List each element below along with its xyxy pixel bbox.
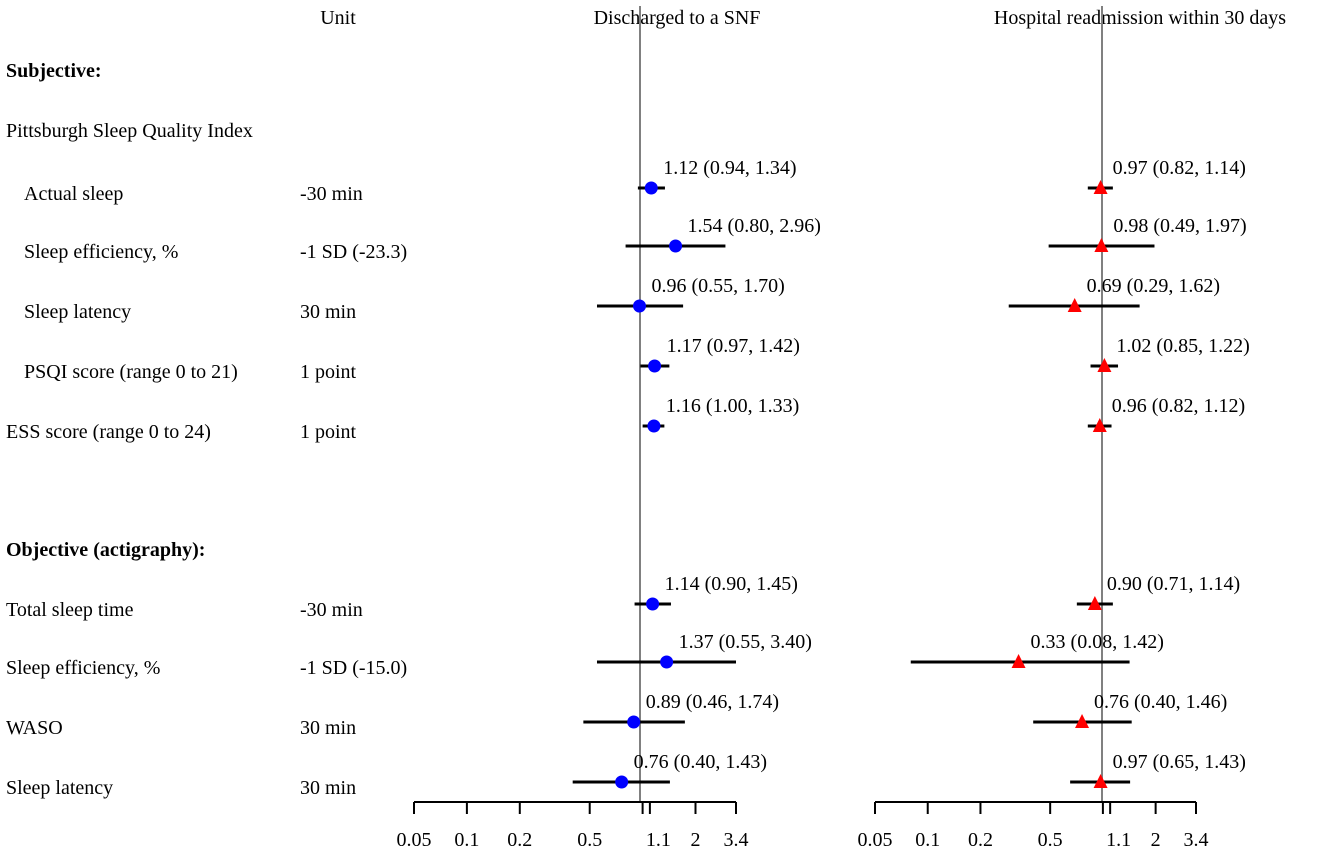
estimate-label-snf: 0.96 (0.55, 1.70) xyxy=(651,275,784,297)
x-tick-label: 0.5 xyxy=(1038,829,1063,851)
row-unit: 30 min xyxy=(300,301,356,323)
row-label: WASO xyxy=(6,717,63,739)
point-estimate-readm xyxy=(1093,774,1108,788)
estimate-label-snf: 1.37 (0.55, 3.40) xyxy=(679,631,812,653)
point-estimate-snf xyxy=(660,655,674,669)
estimate-label-readm: 0.90 (0.71, 1.14) xyxy=(1107,573,1240,595)
section-subjective: Subjective: xyxy=(6,60,102,82)
marks-layer: 1.12 (0.94, 1.34) 0.97 (0.82, 1.14) 1.54 (… xyxy=(572,157,1250,789)
row-label: Sleep efficiency, % xyxy=(6,657,160,679)
point-estimate-snf xyxy=(644,181,658,195)
estimate-label-readm: 1.02 (0.85, 1.22) xyxy=(1116,335,1249,357)
estimate-label-snf: 0.76 (0.40, 1.43) xyxy=(634,751,767,773)
point-estimate-readm xyxy=(1093,180,1108,194)
point-estimate-readm xyxy=(1067,298,1082,312)
row-label: Sleep efficiency, % xyxy=(24,241,178,263)
estimate-label-readm: 0.97 (0.65, 1.43) xyxy=(1113,751,1246,773)
x-tick-label: 1.1 xyxy=(1106,829,1131,851)
row-unit: -30 min xyxy=(300,183,363,205)
estimate-label-snf: 0.89 (0.46, 1.74) xyxy=(646,691,779,713)
x-tick-label: 0.1 xyxy=(454,829,479,851)
row-label: ESS score (range 0 to 24) xyxy=(6,421,211,443)
row-unit: -30 min xyxy=(300,599,363,621)
axes-layer: 0.05 0.1 0.2 0.5 1.1 2 3.4 0.05 0.1 0.2 0.5 1.1 2 3.4 xyxy=(397,6,1209,851)
point-estimate-readm xyxy=(1094,238,1109,252)
row-label: Actual sleep xyxy=(24,183,123,205)
estimate-label-snf: 1.14 (0.90, 1.45) xyxy=(665,573,798,595)
rows-layer: Actual sleep -30 min Sleep efficiency, % -1… xyxy=(6,183,407,799)
group-label-psqi: Pittsburgh Sleep Quality Index xyxy=(6,120,253,142)
row-label: PSQI score (range 0 to 21) xyxy=(24,361,238,383)
point-estimate-snf xyxy=(646,597,660,611)
point-estimate-readm xyxy=(1011,654,1026,668)
estimate-label-readm: 0.69 (0.29, 1.62) xyxy=(1087,275,1220,297)
row-label: Sleep latency xyxy=(24,301,131,323)
x-tick-label: 0.05 xyxy=(397,829,432,851)
point-estimate-readm xyxy=(1097,358,1112,372)
estimate-label-readm: 0.98 (0.49, 1.97) xyxy=(1113,215,1246,237)
x-tick-label: 0.5 xyxy=(577,829,602,851)
x-tick-label: 3.4 xyxy=(724,829,749,851)
row-unit: 1 point xyxy=(300,421,357,443)
row-unit: -1 SD (-23.3) xyxy=(300,241,407,263)
point-estimate-snf xyxy=(669,239,683,253)
panel1-header: Discharged to a SNF xyxy=(594,7,761,29)
row-label: Sleep latency xyxy=(6,777,113,799)
unit-column-header: Unit xyxy=(320,7,356,29)
estimate-label-snf: 1.12 (0.94, 1.34) xyxy=(663,157,796,179)
row-unit: 30 min xyxy=(300,777,356,799)
x-tick-label: 2 xyxy=(1151,829,1161,851)
estimate-label-readm: 0.76 (0.40, 1.46) xyxy=(1094,691,1227,713)
estimate-label-readm: 0.33 (0.08, 1.42) xyxy=(1031,631,1164,653)
point-estimate-snf xyxy=(648,359,662,373)
point-estimate-snf xyxy=(647,419,661,433)
x-tick-label: 0.2 xyxy=(507,829,532,851)
estimate-label-snf: 1.54 (0.80, 2.96) xyxy=(688,215,821,237)
point-estimate-snf xyxy=(615,775,629,789)
estimate-label-readm: 0.96 (0.82, 1.12) xyxy=(1112,395,1245,417)
x-tick-label: 1.1 xyxy=(646,829,671,851)
x-tick-label: 3.4 xyxy=(1184,829,1209,851)
row-label: Total sleep time xyxy=(6,599,134,621)
estimate-label-readm: 0.97 (0.82, 1.14) xyxy=(1113,157,1246,179)
estimate-label-snf: 1.16 (1.00, 1.33) xyxy=(666,395,799,417)
row-unit: -1 SD (-15.0) xyxy=(300,657,407,679)
point-estimate-snf xyxy=(632,299,646,313)
point-estimate-readm xyxy=(1092,418,1107,432)
point-estimate-readm xyxy=(1087,596,1102,610)
estimate-label-snf: 1.17 (0.97, 1.42) xyxy=(667,335,800,357)
point-estimate-snf xyxy=(627,715,641,729)
x-tick-label: 2 xyxy=(691,829,701,851)
section-objective: Objective (actigraphy): xyxy=(6,539,205,561)
x-tick-label: 0.2 xyxy=(968,829,993,851)
point-estimate-readm xyxy=(1075,714,1090,728)
row-unit: 30 min xyxy=(300,717,356,739)
panel2-header: Hospital readmission within 30 days xyxy=(994,7,1286,29)
x-tick-label: 0.05 xyxy=(858,829,893,851)
row-unit: 1 point xyxy=(300,361,357,383)
x-tick-label: 0.1 xyxy=(915,829,940,851)
